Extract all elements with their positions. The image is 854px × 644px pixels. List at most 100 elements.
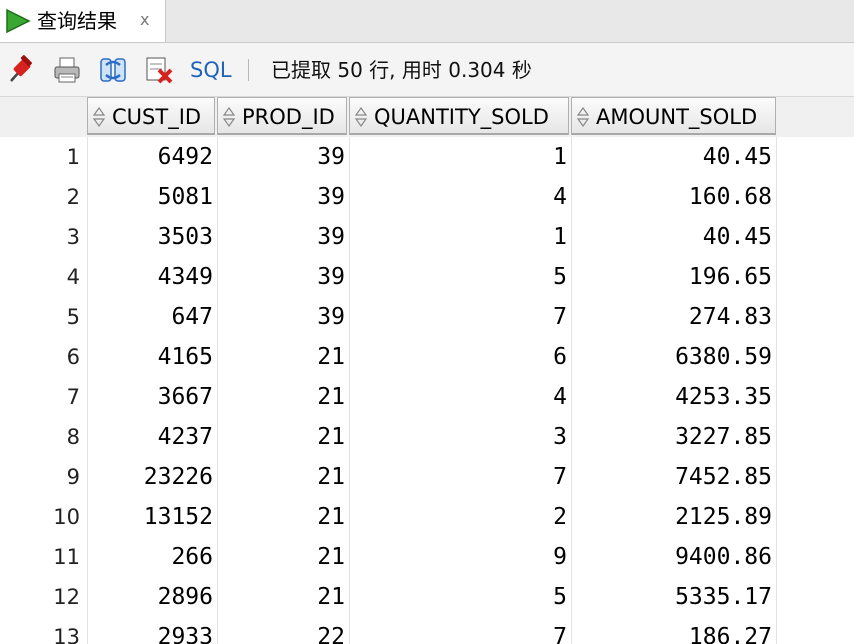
pin-icon[interactable]	[6, 55, 36, 85]
cell-quantity-sold[interactable]: 4	[349, 377, 571, 417]
cell-prod-id[interactable]: 21	[217, 497, 349, 537]
cell-quantity-sold[interactable]: 7	[349, 617, 571, 644]
table-row[interactable]: 8 4237 21 3 3227.85	[0, 417, 854, 457]
cell-cust-id[interactable]: 2896	[87, 577, 217, 617]
tab-strip: 查询结果 x	[0, 0, 854, 43]
cell-amount-sold[interactable]: 2125.89	[571, 497, 777, 537]
cell-cust-id[interactable]: 647	[87, 297, 217, 337]
refresh-icon[interactable]	[98, 55, 128, 85]
delete-icon[interactable]	[144, 55, 174, 85]
cell-quantity-sold[interactable]: 1	[349, 137, 571, 177]
row-number: 1	[66, 145, 80, 169]
table-row[interactable]: 9 23226 21 7 7452.85	[0, 457, 854, 497]
cell-cust-id[interactable]: 3503	[87, 217, 217, 257]
sql-link[interactable]: SQL	[190, 58, 232, 82]
row-number: 10	[53, 505, 80, 529]
table-row[interactable]: 12 2896 21 5 5335.17	[0, 577, 854, 617]
cell-amount-sold[interactable]: 274.83	[571, 297, 777, 337]
cell-prod-id[interactable]: 21	[217, 577, 349, 617]
column-header-cust-id[interactable]: CUST_ID	[87, 97, 215, 135]
cell-amount-sold[interactable]: 40.45	[571, 137, 777, 177]
table-row[interactable]: 1 6492 39 1 40.45	[0, 137, 854, 177]
row-number: 2	[66, 185, 80, 209]
row-number: 6	[66, 345, 80, 369]
cell-amount-sold[interactable]: 5335.17	[571, 577, 777, 617]
cell-cust-id[interactable]: 4165	[87, 337, 217, 377]
cell-prod-id[interactable]: 39	[217, 217, 349, 257]
cell-cust-id[interactable]: 2933	[87, 617, 217, 644]
sort-icon[interactable]	[93, 106, 105, 128]
table-row[interactable]: 4 4349 39 5 196.65	[0, 257, 854, 297]
cell-amount-sold[interactable]: 4253.35	[571, 377, 777, 417]
cell-quantity-sold[interactable]: 2	[349, 497, 571, 537]
cell-prod-id[interactable]: 21	[217, 537, 349, 577]
cell-cust-id[interactable]: 4349	[87, 257, 217, 297]
cell-quantity-sold[interactable]: 6	[349, 337, 571, 377]
cell-quantity-sold[interactable]: 5	[349, 257, 571, 297]
cell-cust-id[interactable]: 23226	[87, 457, 217, 497]
cell-amount-sold[interactable]: 7452.85	[571, 457, 777, 497]
tab-title: 查询结果	[37, 9, 117, 33]
cell-quantity-sold[interactable]: 3	[349, 417, 571, 457]
cell-amount-sold[interactable]: 40.45	[571, 217, 777, 257]
cell-cust-id[interactable]: 266	[87, 537, 217, 577]
cell-cust-id[interactable]: 3667	[87, 377, 217, 417]
cell-amount-sold[interactable]: 3227.85	[571, 417, 777, 457]
results-grid: CUST_ID PROD_ID QUANTITY_SOLD AMOUNT_SOL…	[0, 97, 854, 644]
cell-prod-id[interactable]: 39	[217, 257, 349, 297]
cell-cust-id[interactable]: 4237	[87, 417, 217, 457]
close-icon[interactable]: x	[140, 10, 150, 29]
cell-cust-id[interactable]: 6492	[87, 137, 217, 177]
cell-amount-sold[interactable]: 9400.86	[571, 537, 777, 577]
row-number-header	[0, 97, 86, 137]
cell-quantity-sold[interactable]: 7	[349, 297, 571, 337]
cell-quantity-sold[interactable]: 5	[349, 577, 571, 617]
column-header-label: AMOUNT_SOLD	[596, 105, 758, 129]
table-row[interactable]: 13 2933 22 7 186.27	[0, 617, 854, 644]
table-row[interactable]: 10 13152 21 2 2125.89	[0, 497, 854, 537]
column-header-quantity-sold[interactable]: QUANTITY_SOLD	[349, 97, 569, 135]
cell-amount-sold[interactable]: 160.68	[571, 177, 777, 217]
cell-quantity-sold[interactable]: 1	[349, 217, 571, 257]
row-number: 12	[53, 585, 80, 609]
row-number: 3	[66, 225, 80, 249]
table-row[interactable]: 2 5081 39 4 160.68	[0, 177, 854, 217]
cell-amount-sold[interactable]: 6380.59	[571, 337, 777, 377]
sort-icon[interactable]	[577, 106, 589, 128]
cell-quantity-sold[interactable]: 9	[349, 537, 571, 577]
table-row[interactable]: 3 3503 39 1 40.45	[0, 217, 854, 257]
cell-amount-sold[interactable]: 196.65	[571, 257, 777, 297]
row-number: 13	[53, 625, 80, 644]
cell-cust-id[interactable]: 13152	[87, 497, 217, 537]
table-row[interactable]: 5 647 39 7 274.83	[0, 297, 854, 337]
cell-prod-id[interactable]: 21	[217, 457, 349, 497]
row-number: 7	[66, 385, 80, 409]
cell-cust-id[interactable]: 5081	[87, 177, 217, 217]
table-row[interactable]: 7 3667 21 4 4253.35	[0, 377, 854, 417]
tab-query-result[interactable]: 查询结果 x	[0, 0, 166, 42]
sort-icon[interactable]	[223, 106, 235, 128]
header-row: CUST_ID PROD_ID QUANTITY_SOLD AMOUNT_SOL…	[0, 97, 854, 137]
cell-prod-id[interactable]: 39	[217, 177, 349, 217]
cell-prod-id[interactable]: 21	[217, 417, 349, 457]
cell-prod-id[interactable]: 21	[217, 377, 349, 417]
table-row[interactable]: 6 4165 21 6 6380.59	[0, 337, 854, 377]
cell-prod-id[interactable]: 39	[217, 137, 349, 177]
cell-quantity-sold[interactable]: 7	[349, 457, 571, 497]
column-header-amount-sold[interactable]: AMOUNT_SOLD	[571, 97, 776, 135]
column-header-label: PROD_ID	[242, 105, 335, 129]
column-header-prod-id[interactable]: PROD_ID	[217, 97, 347, 135]
column-header-label: QUANTITY_SOLD	[374, 105, 549, 129]
print-icon[interactable]	[52, 55, 82, 85]
row-number: 5	[66, 305, 80, 329]
sort-icon[interactable]	[355, 106, 367, 128]
fetch-status: 已提取 50 行, 用时 0.304 秒	[271, 58, 532, 82]
cell-prod-id[interactable]: 39	[217, 297, 349, 337]
cell-quantity-sold[interactable]: 4	[349, 177, 571, 217]
cell-prod-id[interactable]: 22	[217, 617, 349, 644]
cell-amount-sold[interactable]: 186.27	[571, 617, 777, 644]
cell-prod-id[interactable]: 21	[217, 337, 349, 377]
results-toolbar: SQL 已提取 50 行, 用时 0.304 秒	[0, 43, 854, 97]
table-row[interactable]: 11 266 21 9 9400.86	[0, 537, 854, 577]
row-number: 11	[53, 545, 80, 569]
